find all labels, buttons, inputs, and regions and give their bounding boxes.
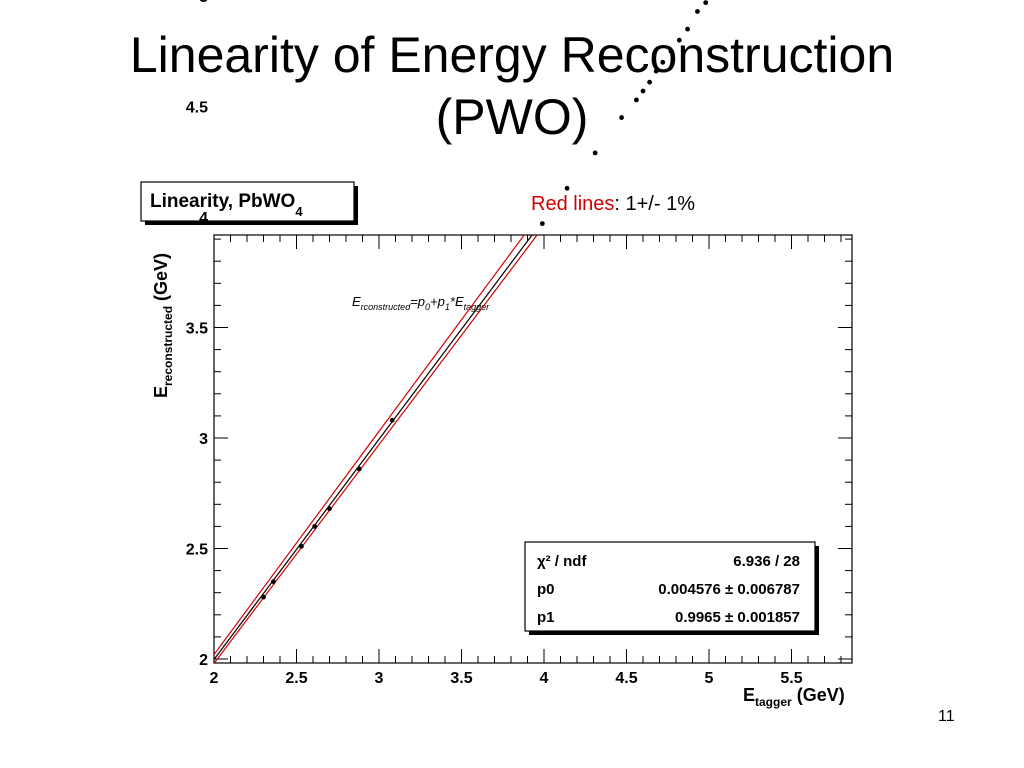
data-point xyxy=(389,417,395,423)
band-upper-line xyxy=(214,235,525,655)
x-tick-label: 2.5 xyxy=(285,670,307,687)
data-point xyxy=(261,594,266,600)
slide-title-line-1: Linearity of Energy Reconstruction xyxy=(129,27,895,83)
data-point xyxy=(299,543,304,549)
fit-stats-box: χ² / ndf 6.936 / 28 p0 0.004576 ± 0.0067… xyxy=(524,541,819,635)
x-tick-label: 5.5 xyxy=(780,670,802,687)
data-point xyxy=(564,185,570,191)
x-tick-label: 4 xyxy=(540,670,549,687)
data-point xyxy=(647,79,652,85)
chi2-value: 6.936 / 28 xyxy=(733,553,800,570)
y-axis-label: Ereconstructed (GeV) xyxy=(151,253,175,398)
red-lines-note: Red lines: 1+/- 1% xyxy=(531,193,695,216)
data-point xyxy=(312,524,318,529)
data-point xyxy=(685,26,690,32)
p1-value: 0.9965 ± 0.001857 xyxy=(675,609,800,626)
data-point xyxy=(271,579,276,585)
y-tick-label: 5 xyxy=(199,0,208,6)
red-lines-label: Red lines xyxy=(531,193,615,215)
x-tick-label: 4.5 xyxy=(615,670,637,687)
data-point xyxy=(619,115,624,120)
data-point xyxy=(592,150,598,156)
y-tick-label: 4.5 xyxy=(186,100,208,117)
data-point xyxy=(634,97,639,103)
x-tick-label: 2 xyxy=(210,670,219,687)
x-tick-label: 5 xyxy=(705,670,714,687)
p0-value: 0.004576 ± 0.006787 xyxy=(658,581,800,598)
p0-label: p0 xyxy=(537,581,555,598)
red-lines-value: : 1+/- 1% xyxy=(614,193,695,215)
band-lower-line xyxy=(214,235,538,663)
slide-title-line-2: (PWO) xyxy=(435,89,589,145)
axis-tick-labels: 22.533.544.555.522.533.544.555.5 xyxy=(186,0,803,687)
data-point xyxy=(695,9,700,14)
data-point xyxy=(660,59,666,65)
y-tick-label: 2 xyxy=(199,652,208,669)
data-point xyxy=(676,37,682,43)
fit-line xyxy=(214,235,533,660)
x-tick-label: 3.5 xyxy=(450,670,472,687)
y-tick-label: 3 xyxy=(199,431,208,448)
data-point xyxy=(539,221,545,227)
data-point xyxy=(640,88,646,94)
y-tick-label: 4 xyxy=(199,210,208,227)
data-point xyxy=(703,0,709,6)
slide-title: Linearity of Energy Reconstruction (PWO) xyxy=(0,24,1024,148)
plot-title: Linearity, PbWO4 xyxy=(150,191,303,219)
x-tick-label: 3 xyxy=(375,670,384,687)
data-point xyxy=(653,68,659,74)
y-tick-label: 2.5 xyxy=(186,542,208,559)
data-points xyxy=(261,0,709,600)
y-tick-label: 3.5 xyxy=(186,321,208,338)
plot-title-box: Linearity, PbWO4 xyxy=(140,181,358,225)
slide-number: 11 xyxy=(938,708,955,725)
chi2-label: χ² / ndf xyxy=(537,553,587,570)
p1-label: p1 xyxy=(537,609,555,626)
data-point xyxy=(356,466,362,472)
x-axis-label: Etagger (GeV) xyxy=(743,685,845,709)
axis-ticks xyxy=(213,235,852,663)
data-point xyxy=(327,506,332,512)
data-point xyxy=(668,48,674,54)
